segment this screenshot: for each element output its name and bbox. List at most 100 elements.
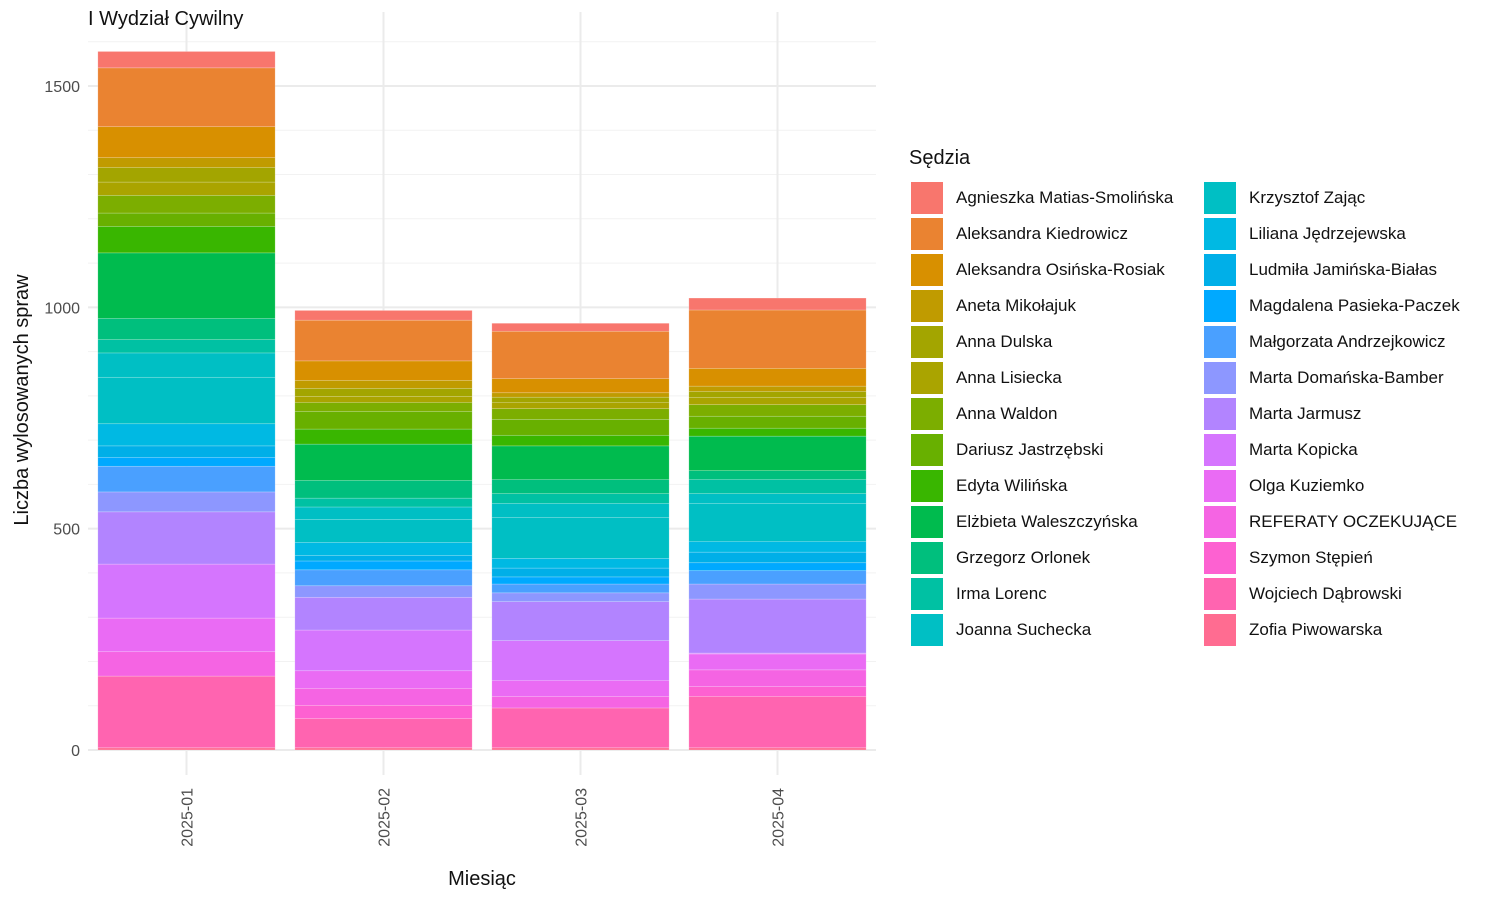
legend-item: Krzysztof Zając	[1203, 180, 1365, 216]
bar-segment	[688, 470, 867, 480]
bar-segment	[491, 330, 670, 379]
bar-segment	[491, 402, 670, 410]
legend-swatch	[1203, 433, 1237, 467]
bar-segment	[294, 560, 473, 571]
bar-segment	[491, 503, 670, 518]
bar-segment	[97, 126, 276, 159]
bar-segment	[688, 696, 867, 749]
bar-segment	[491, 479, 670, 494]
legend-item: Edyta Wilińska	[910, 468, 1067, 504]
legend-item: Ludmiła Jamińska-Białas	[1203, 252, 1437, 288]
bar-segment	[688, 669, 867, 687]
legend-swatch	[910, 397, 944, 431]
bar-segment	[491, 493, 670, 504]
y-tick-label: 0	[71, 743, 80, 760]
legend-item: Marta Jarmusz	[1203, 396, 1361, 432]
legend-label: Aleksandra Kiedrowicz	[956, 224, 1128, 243]
bar-segment	[491, 592, 670, 603]
legend-label: Edyta Wilińska	[956, 476, 1068, 495]
legend-swatch	[1203, 361, 1237, 395]
bar-segment	[491, 378, 670, 394]
y-axis-title: Liczba wylosowanych spraw	[11, 274, 33, 526]
legend-label: Marta Kopicka	[1249, 440, 1358, 459]
legend-swatch	[1203, 289, 1237, 323]
legend-item: Dariusz Jastrzębski	[910, 432, 1103, 468]
legend-label: Anna Dulska	[956, 332, 1053, 351]
bar-segment	[491, 419, 670, 436]
bar-segment	[294, 388, 473, 397]
bar-segment	[688, 415, 867, 429]
legend-swatch	[1203, 577, 1237, 611]
y-tick-label: 1500	[44, 79, 80, 96]
legend-label: Dariusz Jastrzębski	[956, 440, 1104, 459]
bar-segment	[97, 181, 276, 196]
y-axis-ticks: 0 500 1000 1500	[44, 79, 80, 760]
legend-item: Szymon Stępień	[1203, 540, 1373, 576]
legend-item: Magdalena Pasieka-Paczek	[1203, 288, 1460, 324]
x-axis-title: Miesiąc	[448, 868, 516, 890]
legend-swatch	[910, 613, 944, 647]
bar-segment	[491, 567, 670, 578]
legend-item: Wojciech Dąbrowski	[1203, 576, 1402, 612]
bar-segment	[294, 443, 473, 481]
bar-segment	[688, 541, 867, 553]
legend-swatch	[910, 469, 944, 503]
bar-segment	[97, 491, 276, 513]
bar-segment	[97, 457, 276, 467]
legend-swatch	[1203, 505, 1237, 539]
legend-swatch	[910, 217, 944, 251]
bar-segment	[294, 585, 473, 598]
bar-segment	[97, 675, 276, 749]
legend-swatch	[910, 361, 944, 395]
legend-swatch	[1203, 325, 1237, 359]
bar-segment	[294, 519, 473, 543]
bar-segment	[97, 195, 276, 214]
legend-swatch	[910, 253, 944, 287]
legend-item: Marta Kopicka	[1203, 432, 1358, 468]
legend-item: Elżbieta Waleszczyńska	[910, 504, 1138, 540]
legend-item: Zofia Piwowarska	[1203, 612, 1382, 648]
legend-swatch	[1203, 181, 1237, 215]
bar-segment	[294, 569, 473, 587]
bar-segment	[491, 696, 670, 709]
legend-item: Grzegorz Orlonek	[910, 540, 1090, 576]
bar-segment	[97, 651, 276, 677]
legend-item: Aneta Mikołajuk	[910, 288, 1076, 324]
y-tick-label: 500	[53, 522, 80, 539]
chart-title: I Wydział Cywilny	[88, 8, 244, 30]
bar-segment	[294, 596, 473, 631]
legend-label: Ludmiła Jamińska-Białas	[1249, 260, 1438, 279]
bar-segment	[97, 376, 276, 425]
bar-segment	[294, 428, 473, 445]
legend-item: Aleksandra Kiedrowicz	[910, 216, 1128, 252]
bar-segment	[294, 396, 473, 403]
bar-segment	[97, 212, 276, 227]
legend-label: Joanna Suchecka	[956, 620, 1092, 639]
legend-item: Agnieszka Matias-Smolińska	[910, 180, 1173, 216]
bar-segment	[688, 562, 867, 572]
bar-segment	[97, 511, 276, 565]
legend-label: Elżbieta Waleszczyńska	[956, 512, 1138, 531]
legend-label: Krzysztof Zając	[1249, 188, 1366, 207]
bar-segment	[294, 411, 473, 430]
bar-segment	[97, 423, 276, 447]
legend-swatch	[1203, 613, 1237, 647]
y-tick-label: 1000	[44, 300, 80, 317]
bar-segment	[491, 558, 670, 569]
legend-item: Liliana Jędrzejewska	[1203, 216, 1406, 252]
bar-segment	[688, 686, 867, 697]
legend-label: Olga Kuziemko	[1249, 476, 1365, 495]
bar-segment	[491, 583, 670, 594]
bar-segment	[294, 497, 473, 508]
bar-segment	[97, 318, 276, 340]
bar-segment	[294, 319, 473, 362]
legend-item: Aleksandra Osińska-Rosiak	[910, 252, 1165, 288]
bar-segment	[688, 503, 867, 542]
bar-segment	[294, 402, 473, 412]
bar-segment	[688, 391, 867, 398]
legend-swatch	[1203, 397, 1237, 431]
bar-segment	[491, 392, 670, 398]
bar-segment	[688, 652, 867, 655]
bar-segment	[491, 408, 670, 420]
